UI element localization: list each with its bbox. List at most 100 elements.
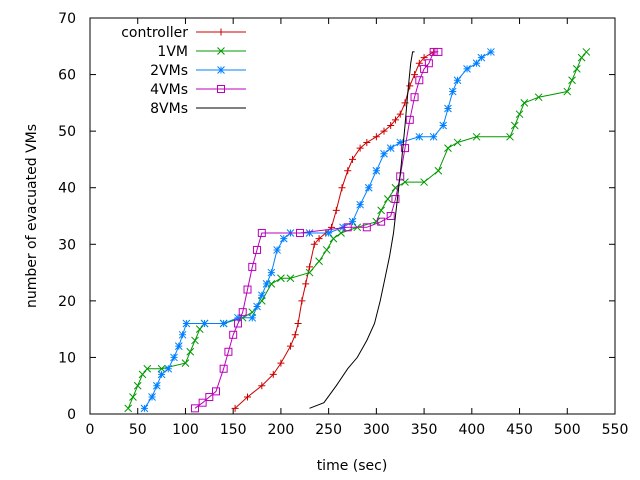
data-point-2-12	[248, 313, 257, 322]
y-tick-label-5: 50	[58, 124, 76, 140]
data-point-2-10	[219, 319, 228, 328]
data-point-0-0	[231, 404, 239, 412]
data-point-0-9	[302, 280, 310, 288]
data-point-0-19	[356, 144, 364, 152]
y-tick-label-2: 20	[58, 294, 76, 310]
data-point-1-7	[186, 347, 195, 356]
x-tick-label-9: 450	[506, 422, 533, 438]
data-point-1-41	[572, 65, 581, 73]
series-4	[309, 51, 415, 409]
data-point-0-15	[332, 206, 340, 214]
data-point-2-22	[339, 223, 347, 232]
x-tick-label-4: 200	[268, 422, 295, 438]
x-tick-label-3: 150	[220, 422, 247, 438]
data-point-3-22	[410, 93, 419, 102]
series-line-1	[127, 51, 587, 409]
data-point-2-2	[152, 381, 161, 390]
data-point-1-39	[563, 87, 572, 96]
y-tick-label-7: 70	[58, 11, 76, 27]
data-point-2-13	[253, 302, 261, 311]
data-point-1-31	[444, 144, 452, 152]
data-point-1-5	[157, 364, 166, 373]
data-point-1-8	[191, 336, 199, 345]
axis-ticks: 0 50 100 150 200 250 300 350 400 450 500 550 0 10 20 30…	[58, 11, 628, 438]
data-point-3-17	[386, 212, 395, 220]
legend-marker-0	[217, 28, 225, 36]
data-point-1-19	[315, 257, 323, 266]
data-point-3-25	[424, 59, 433, 68]
data-point-1-26	[383, 195, 392, 203]
data-point-3-4	[219, 364, 228, 373]
data-point-0-2	[258, 382, 266, 390]
data-point-3-13	[296, 228, 304, 237]
data-point-1-17	[286, 274, 295, 283]
data-point-1-2	[133, 381, 142, 390]
data-point-1-0	[124, 404, 133, 413]
data-point-2-4	[164, 364, 173, 373]
data-point-2-33	[444, 104, 452, 113]
data-point-1-33	[472, 132, 481, 141]
data-point-3-8	[238, 308, 247, 317]
data-point-2-3	[157, 370, 166, 379]
x-tick-label-6: 300	[363, 422, 390, 438]
data-point-0-1	[244, 393, 251, 401]
data-point-3-10	[248, 262, 257, 271]
data-point-0-22	[380, 127, 388, 135]
series-line-0	[234, 51, 434, 409]
data-point-3-0	[191, 404, 199, 413]
y-axis-label: number of evacuated VMs	[24, 124, 40, 308]
data-point-0-16	[338, 184, 346, 192]
series-line-3	[194, 51, 439, 409]
data-point-2-18	[279, 234, 288, 243]
legend-label-1: 1VM	[157, 44, 188, 60]
data-point-0-29	[415, 59, 423, 67]
data-point-2-30	[415, 132, 424, 141]
data-point-3-1	[198, 398, 207, 407]
x-tick-label-11: 550	[602, 422, 629, 438]
data-point-3-3	[212, 387, 220, 396]
data-point-0-23	[387, 121, 395, 129]
x-tick-label-10: 500	[554, 422, 581, 438]
data-point-2-28	[386, 144, 395, 152]
data-point-2-35	[453, 76, 462, 85]
y-tick-label-3: 30	[58, 237, 76, 253]
y-tick-label-1: 10	[58, 350, 76, 366]
data-point-1-42	[577, 53, 586, 62]
x-tick-label-2: 100	[172, 422, 199, 438]
data-point-0-21	[372, 133, 380, 141]
data-point-0-28	[411, 71, 419, 79]
x-axis-label: time (sec)	[317, 458, 388, 474]
data-point-2-25	[364, 183, 373, 192]
data-point-0-20	[363, 138, 371, 146]
legend-label-0: controller	[121, 25, 188, 41]
data-point-0-6	[291, 331, 299, 339]
y-tick-label-0: 0	[67, 407, 76, 423]
data-point-3-14	[343, 223, 352, 232]
data-point-2-29	[396, 138, 405, 147]
data-point-0-24	[391, 116, 399, 124]
legend: controller 1VM 2VMs 4VMs 8VMs	[121, 25, 246, 117]
data-point-3-23	[415, 76, 424, 85]
x-tick-label-1: 50	[129, 422, 147, 438]
data-point-2-11	[234, 313, 242, 322]
data-point-2-15	[262, 280, 271, 288]
legend-label-3: 4VMs	[150, 82, 188, 98]
data-point-2-26	[372, 166, 381, 175]
data-point-2-20	[305, 229, 314, 237]
x-tick-label-5: 250	[315, 422, 342, 438]
data-point-0-10	[306, 263, 314, 271]
data-point-2-37	[472, 59, 481, 68]
data-point-1-13	[248, 308, 257, 317]
data-point-2-8	[182, 319, 191, 328]
data-point-2-38	[477, 53, 486, 62]
data-point-2-36	[463, 65, 471, 73]
data-point-2-27	[380, 149, 388, 158]
data-point-3-7	[233, 319, 242, 328]
series-0	[231, 48, 438, 412]
legend-marker-3	[217, 85, 225, 93]
data-point-0-5	[286, 342, 294, 350]
data-point-2-34	[448, 87, 457, 96]
data-point-2-31	[429, 132, 438, 141]
data-point-2-14	[257, 291, 266, 300]
